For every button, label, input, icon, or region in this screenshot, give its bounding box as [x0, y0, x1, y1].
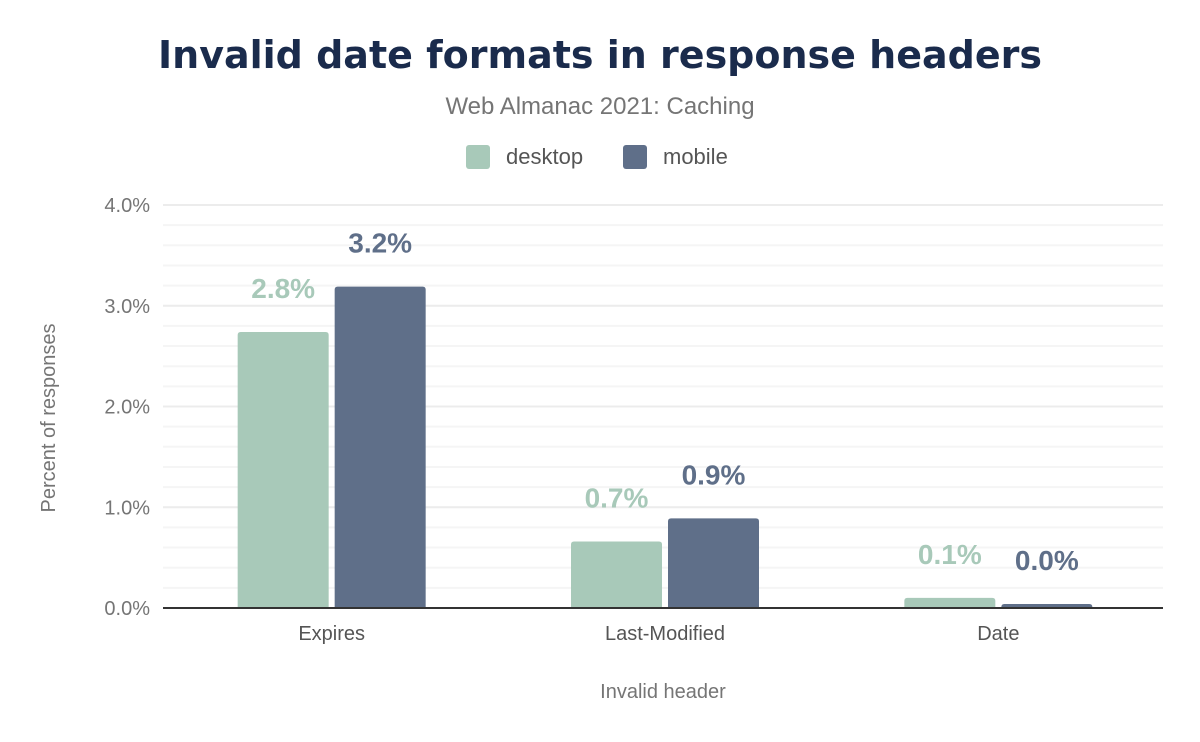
y-tick-label: 3.0%	[104, 296, 150, 318]
x-axis-label: Invalid header	[600, 681, 726, 703]
data-label-mobile: 0.9%	[682, 459, 746, 490]
bar-mobile	[334, 286, 426, 608]
chart-subtitle: Web Almanac 2021: Caching	[445, 93, 754, 120]
y-axis: 0.0% 1.0% 2.0% 3.0% 4.0%	[104, 195, 150, 620]
data-label-mobile: 0.0%	[1015, 545, 1079, 576]
data-label-desktop: 2.8%	[251, 273, 315, 304]
legend-swatch-desktop	[466, 145, 490, 169]
y-tick-label: 2.0%	[104, 397, 150, 419]
bar-desktop	[237, 331, 329, 608]
data-label-mobile: 3.2%	[348, 228, 412, 259]
legend: desktop mobile	[466, 144, 728, 169]
x-tick-label: Expires	[298, 623, 365, 645]
x-axis: Expires Last-Modified Date	[163, 607, 1163, 645]
bars: 2.8% 3.2% 0.7% 0.9% 0.1% 0.0%	[237, 228, 1093, 608]
bar-desktop	[904, 597, 996, 608]
legend-label-mobile: mobile	[663, 144, 728, 169]
y-tick-label: 1.0%	[104, 497, 150, 519]
x-tick-label: Last-Modified	[605, 623, 725, 645]
data-label-desktop: 0.1%	[918, 539, 982, 570]
x-tick-label: Date	[977, 623, 1019, 645]
gridlines	[163, 204, 1163, 589]
y-axis-label: Percent of responses	[38, 324, 60, 513]
data-label-desktop: 0.7%	[585, 483, 649, 514]
bar-mobile	[1001, 603, 1093, 608]
y-tick-label: 0.0%	[104, 598, 150, 620]
bar-mobile	[668, 518, 759, 608]
legend-label-desktop: desktop	[506, 144, 583, 169]
chart-title: Invalid date formats in response headers	[158, 33, 1042, 77]
legend-swatch-mobile	[623, 145, 647, 169]
bar-desktop	[571, 541, 662, 608]
y-tick-label: 4.0%	[104, 195, 150, 217]
